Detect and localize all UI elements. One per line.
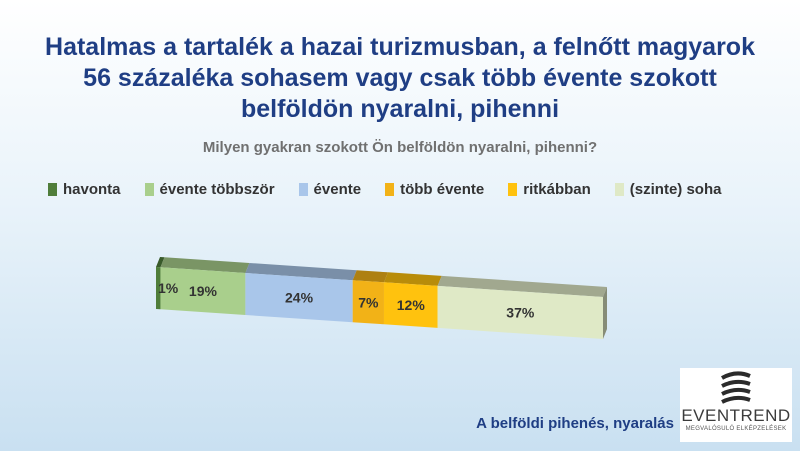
data-label-2: 24% xyxy=(285,290,314,306)
legend-label: évente többször xyxy=(159,181,275,198)
bar-top-5 xyxy=(437,275,607,297)
bar-segment-1 xyxy=(160,267,246,315)
legend-swatch xyxy=(508,183,518,196)
legend: havonta évente többször évente több éven… xyxy=(48,181,768,198)
legend-item-havonta: havonta xyxy=(48,181,121,198)
data-label-4: 12% xyxy=(397,297,426,313)
legend-item-tobb-evente: több évente xyxy=(385,181,484,198)
legend-label: (szinte) soha xyxy=(629,181,722,198)
legend-label: ritkábban xyxy=(523,181,591,198)
legend-swatch xyxy=(614,183,624,196)
bar-segment-4 xyxy=(383,282,438,328)
legend-item-evente: évente xyxy=(298,181,362,198)
bar-top-1 xyxy=(160,257,250,273)
legend-label: havonta xyxy=(63,181,121,198)
bar-segment-5 xyxy=(437,285,603,339)
bar-top-4 xyxy=(383,272,442,286)
legend-swatch xyxy=(385,183,395,196)
chart-title: Hatalmas a tartalék a hazai turizmusban,… xyxy=(45,33,755,123)
bar-segment-3 xyxy=(352,280,384,325)
logo-mark-icon xyxy=(721,371,751,404)
footer-caption: A belföldi pihenés, nyaralás xyxy=(476,415,674,432)
bar-segment-2 xyxy=(245,273,353,323)
legend-label: több évente xyxy=(400,181,485,198)
legend-item-evente-tobbszor: évente többször xyxy=(144,181,275,198)
bar-top-2 xyxy=(245,263,357,281)
legend-label: évente xyxy=(313,181,362,198)
legend-item-szinte-soha: (szinte) soha xyxy=(614,181,722,198)
bar-end-face xyxy=(603,287,607,339)
eventrend-logo: EVENTREND MEGVALÓSULÓ ELKÉPZELÉSEK xyxy=(680,368,792,442)
logo-name: EVENTREND xyxy=(681,406,791,425)
bar-top-3 xyxy=(352,270,388,283)
bar-top-0 xyxy=(156,257,165,268)
chart-subtitle: Milyen gyakran szokott Ön belföldön nyar… xyxy=(202,139,598,156)
legend-swatch xyxy=(298,183,308,196)
logo-tagline: MEGVALÓSULÓ ELKÉPZELÉSEK xyxy=(685,426,787,432)
legend-swatch xyxy=(144,183,154,196)
legend-item-ritkabban: ritkábban xyxy=(508,181,591,198)
data-label-1: 19% xyxy=(189,283,218,299)
legend-swatch xyxy=(48,183,57,196)
data-label-3: 7% xyxy=(358,294,379,310)
bar-segment-0 xyxy=(156,267,161,310)
data-label-0: 1% xyxy=(158,280,179,296)
data-label-5: 37% xyxy=(506,304,535,320)
